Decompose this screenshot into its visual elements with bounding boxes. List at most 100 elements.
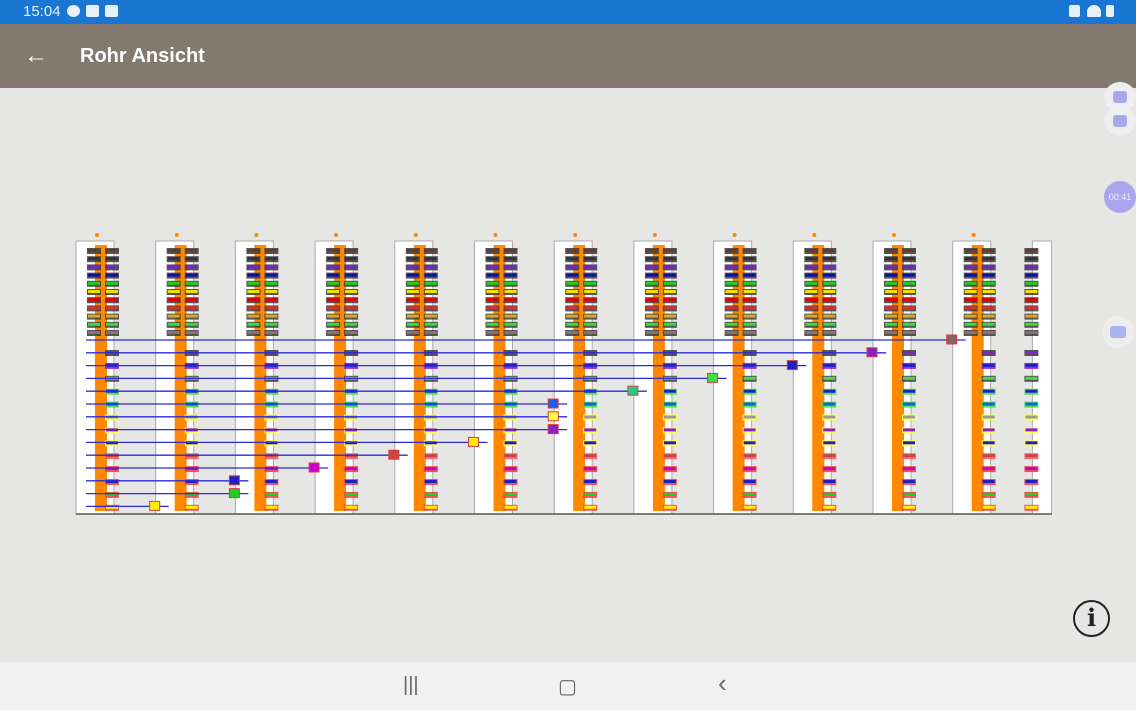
recents-button[interactable]: |||: [403, 674, 419, 696]
fiber-marker: [982, 281, 995, 285]
fiber-marker: [265, 273, 278, 277]
connection-splice: [946, 334, 958, 345]
fiber-marker-left: [566, 306, 579, 310]
fiber-marker-left: [167, 265, 180, 269]
connection-splice: [547, 398, 559, 409]
fiber-marker: [504, 505, 517, 509]
fiber-marker: [663, 505, 676, 509]
fiber-marker-left: [805, 298, 818, 302]
fiber-marker: [903, 265, 915, 269]
fiber-marker-left: [167, 249, 180, 252]
fiber-marker: [982, 265, 995, 269]
fiber-marker-left: [167, 273, 180, 277]
record-button[interactable]: [1102, 316, 1134, 348]
fiber-marker-left: [247, 314, 260, 318]
fiber-marker: [424, 492, 437, 496]
fiber-marker: [185, 480, 198, 483]
fiber-marker: [743, 415, 756, 419]
home-button[interactable]: ▢: [558, 676, 577, 698]
fiber-marker-left: [805, 314, 818, 318]
fiber-marker: [663, 322, 676, 326]
fiber-marker: [1025, 441, 1038, 445]
fiber-marker: [982, 331, 995, 334]
screenshot-button-2[interactable]: [1104, 106, 1136, 136]
fiber-marker: [185, 265, 198, 269]
connection-splice: [308, 462, 320, 473]
fiber-marker-left: [406, 298, 419, 302]
fiber-marker: [823, 492, 836, 496]
fiber-marker: [265, 281, 278, 285]
fiber-marker: [584, 415, 597, 419]
fiber-marker: [1025, 257, 1038, 261]
fiber-marker: [663, 467, 676, 471]
fiber-marker: [1025, 322, 1038, 326]
fiber-marker: [982, 467, 995, 471]
fiber-marker-left: [885, 265, 897, 269]
fiber-marker: [903, 273, 915, 277]
fiber-marker-left: [885, 257, 897, 261]
fiber-marker: [982, 415, 995, 419]
fiber-marker: [823, 428, 836, 432]
fiber-marker-left: [885, 306, 897, 310]
pipe-marker: [413, 233, 418, 237]
pipe-bar: [892, 245, 904, 511]
fiber-marker-left: [566, 249, 579, 252]
fiber-marker: [345, 331, 358, 334]
fiber-marker: [185, 314, 198, 318]
fiber-marker: [982, 249, 995, 252]
fiber-marker: [185, 298, 198, 302]
fiber-marker-left: [885, 273, 897, 277]
fiber-marker: [743, 389, 756, 393]
fiber-marker: [743, 290, 756, 293]
fiber-marker: [743, 281, 756, 285]
fiber-marker-left: [645, 290, 658, 293]
fiber-marker: [903, 314, 915, 318]
fiber-marker: [982, 306, 995, 310]
fiber-marker-left: [566, 257, 579, 261]
info-button[interactable]: i: [1073, 600, 1110, 637]
pipe-marker: [652, 233, 657, 237]
fiber-marker: [1025, 467, 1038, 471]
fiber-marker: [584, 331, 597, 334]
fiber-marker: [584, 257, 597, 261]
fiber-marker-left: [486, 273, 499, 277]
pipe-diagram[interactable]: [0, 88, 1136, 662]
fiber-marker-left: [964, 273, 977, 277]
fiber-marker: [345, 492, 358, 496]
fiber-marker: [663, 249, 676, 252]
fiber-marker: [1025, 281, 1038, 285]
fiber-marker: [982, 376, 995, 380]
fiber-marker: [982, 290, 995, 293]
fiber-marker: [663, 389, 676, 393]
fiber-marker: [345, 257, 358, 261]
fiber-marker: [903, 363, 915, 367]
fiber-marker: [823, 314, 836, 318]
fiber-marker-left: [645, 306, 658, 310]
fiber-marker-left: [167, 290, 180, 293]
back-button[interactable]: ‹: [718, 668, 727, 698]
fiber-marker: [345, 290, 358, 293]
fiber-marker: [265, 314, 278, 318]
fiber-marker: [663, 257, 676, 261]
fiber-marker-left: [327, 331, 340, 334]
arrow-left-icon[interactable]: ←: [24, 42, 48, 69]
fiber-marker: [1025, 351, 1038, 354]
fiber-marker-left: [406, 257, 419, 261]
fiber-marker-left: [805, 273, 818, 277]
fiber-marker: [903, 492, 915, 496]
fiber-marker-left: [964, 306, 977, 310]
fiber-marker-left: [725, 306, 738, 310]
pipe-marker: [174, 233, 179, 237]
fiber-marker: [106, 480, 118, 483]
fiber-marker-left: [645, 298, 658, 302]
fiber-marker: [185, 322, 198, 326]
fiber-marker: [1025, 428, 1038, 432]
mute-icon: [1069, 5, 1080, 17]
fiber-marker: [982, 363, 995, 367]
fiber-marker: [823, 298, 836, 302]
fiber-marker: [345, 467, 358, 471]
recording-timer[interactable]: 00:41: [1104, 181, 1136, 213]
navigation-bar: ||| ▢ ‹: [0, 662, 1136, 710]
fiber-marker: [743, 306, 756, 310]
fiber-marker: [584, 290, 597, 293]
